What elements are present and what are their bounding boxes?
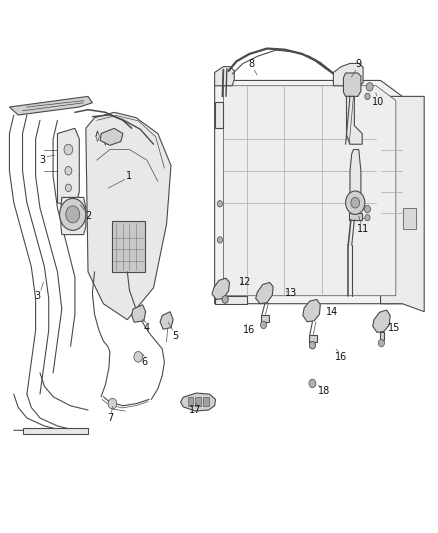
Polygon shape: [180, 393, 215, 411]
Polygon shape: [380, 333, 384, 340]
Text: 18: 18: [318, 386, 330, 397]
Polygon shape: [160, 312, 173, 329]
Text: 9: 9: [356, 60, 362, 69]
Circle shape: [217, 237, 223, 243]
Circle shape: [222, 296, 228, 303]
Polygon shape: [212, 278, 230, 300]
Circle shape: [66, 206, 80, 223]
Text: 12: 12: [239, 278, 251, 287]
Polygon shape: [343, 73, 361, 96]
Bar: [187, 397, 193, 406]
Polygon shape: [86, 112, 171, 320]
Polygon shape: [10, 96, 92, 115]
Circle shape: [217, 200, 223, 207]
Text: 8: 8: [249, 60, 255, 69]
Polygon shape: [61, 197, 86, 235]
Polygon shape: [350, 150, 361, 204]
Text: 4: 4: [144, 322, 150, 333]
Text: 11: 11: [357, 224, 369, 235]
Polygon shape: [346, 96, 362, 144]
Circle shape: [60, 198, 86, 230]
Circle shape: [365, 93, 370, 100]
Text: 3: 3: [39, 155, 45, 165]
Text: 7: 7: [107, 413, 113, 423]
Polygon shape: [349, 213, 362, 220]
Polygon shape: [100, 128, 123, 146]
Text: 10: 10: [372, 96, 385, 107]
Polygon shape: [256, 282, 273, 304]
Text: 5: 5: [172, 330, 178, 341]
Polygon shape: [381, 96, 424, 312]
Text: 17: 17: [189, 405, 201, 415]
Polygon shape: [261, 316, 269, 322]
Circle shape: [346, 191, 365, 214]
Text: 15: 15: [388, 322, 400, 333]
Text: 1: 1: [127, 171, 133, 181]
Bar: [403, 208, 417, 229]
Circle shape: [261, 321, 267, 329]
Text: 13: 13: [285, 288, 297, 298]
Circle shape: [364, 205, 371, 213]
Circle shape: [365, 214, 370, 221]
Polygon shape: [215, 296, 247, 304]
Polygon shape: [215, 80, 403, 304]
Text: 6: 6: [142, 357, 148, 367]
Polygon shape: [303, 300, 320, 322]
Circle shape: [309, 342, 315, 349]
Text: 3: 3: [35, 290, 41, 301]
Polygon shape: [215, 102, 223, 128]
Circle shape: [222, 296, 228, 303]
Polygon shape: [215, 67, 234, 86]
Polygon shape: [223, 86, 396, 296]
Polygon shape: [333, 63, 363, 86]
Circle shape: [65, 184, 71, 191]
Text: 16: 16: [335, 352, 347, 362]
Circle shape: [64, 144, 73, 155]
Circle shape: [378, 340, 385, 347]
Circle shape: [108, 398, 117, 409]
Polygon shape: [309, 335, 317, 342]
Circle shape: [65, 166, 72, 175]
Circle shape: [351, 197, 360, 208]
Text: 16: 16: [244, 325, 256, 335]
Circle shape: [309, 379, 316, 387]
Bar: [112, 221, 145, 272]
Bar: [203, 397, 208, 406]
Polygon shape: [373, 310, 390, 333]
Polygon shape: [132, 305, 146, 322]
Polygon shape: [57, 128, 79, 208]
Circle shape: [366, 83, 373, 91]
Text: 2: 2: [85, 211, 91, 221]
Circle shape: [134, 352, 143, 362]
Polygon shape: [22, 428, 88, 434]
Text: 14: 14: [326, 306, 339, 317]
Bar: [195, 397, 201, 406]
Circle shape: [309, 342, 315, 349]
